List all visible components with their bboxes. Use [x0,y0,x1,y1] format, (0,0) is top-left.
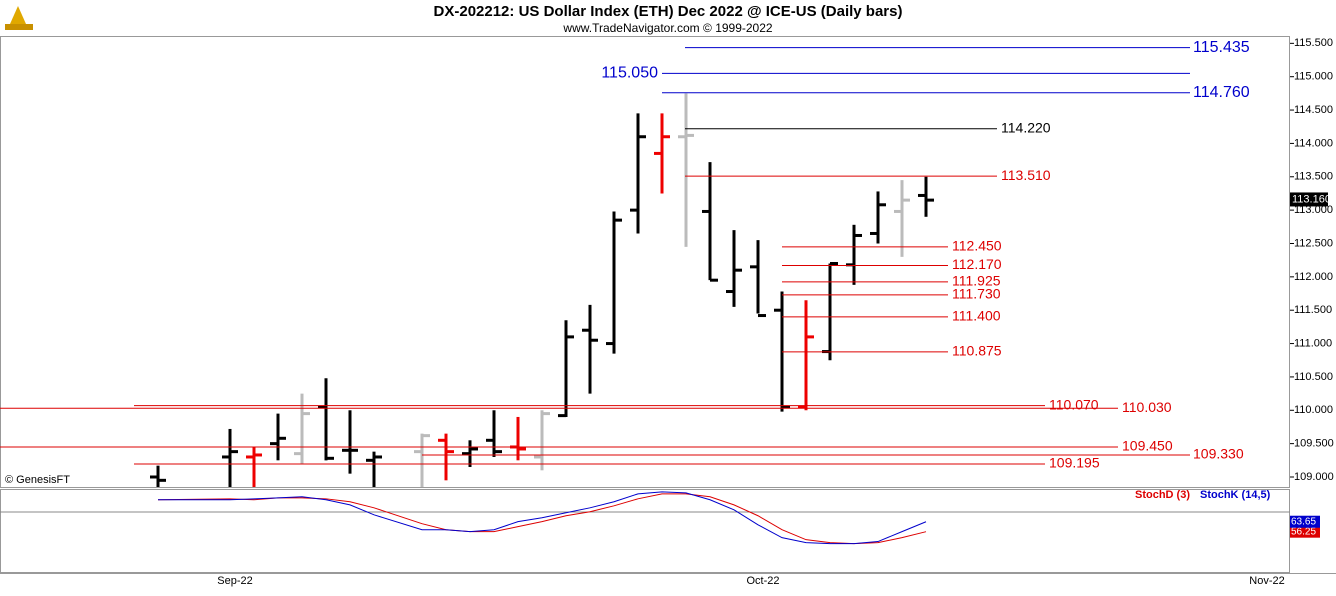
level-label: 109.330 [1193,446,1244,462]
copyright: © GenesisFT [5,474,70,486]
y-tick-label: 109.000 [1294,471,1334,483]
level-label: 112.450 [952,238,1002,254]
level-label: 110.030 [1122,399,1172,415]
stoch-last-box [1290,515,1320,528]
level-label: 111.925 [952,273,1001,289]
legend-entry: StochK (14,5) [1200,489,1271,501]
y-tick-label: 115.500 [1294,37,1333,49]
y-tick-label: 112.500 [1294,237,1333,249]
level-label: 115.435 [1193,39,1250,56]
stoch-last-box [1290,525,1320,538]
x-tick-label: Sep-22 [217,575,252,587]
legend-entry: StochD (3) [1135,489,1190,501]
level-label: 111.400 [952,308,1001,324]
y-tick-label: 109.500 [1294,438,1334,450]
level-label: 109.195 [1049,455,1100,471]
chart-title: DX-202212: US Dollar Index (ETH) Dec 202… [434,3,903,20]
y-tick-label: 113.500 [1294,171,1333,183]
level-label: 111.730 [952,286,1001,302]
last-price-box [1290,192,1328,207]
chart-subtitle: www.TradeNavigator.com © 1999-2022 [562,21,772,35]
last-price-label: 113.160 [1292,193,1331,205]
y-tick-label: 113.000 [1294,204,1333,216]
logo [5,6,33,30]
level-label: 114.760 [1193,84,1250,101]
level-label: 110.875 [952,343,1002,359]
price-panel [0,36,1290,488]
level-label: 114.220 [1001,119,1051,135]
stoch-line [157,493,927,545]
y-tick-label: 114.000 [1294,137,1333,149]
x-tick-label: Nov-22 [1249,575,1284,587]
level-label: 109.450 [1122,438,1173,454]
y-tick-label: 111.000 [1294,337,1332,349]
y-tick-label: 112.000 [1294,271,1333,283]
x-tick-label: Oct-22 [746,575,779,587]
y-tick-label: 111.500 [1294,304,1332,316]
stoch-panel [0,489,1290,573]
level-label: 113.510 [1001,167,1051,183]
stoch-line [158,491,927,545]
y-tick-label: 110.000 [1294,404,1333,416]
level-label: 110.070 [1049,396,1099,412]
y-tick-label: 114.500 [1294,104,1333,116]
stoch-last-label: 63.65 [1291,516,1316,527]
stoch-plot [157,491,927,545]
stoch-last-label: 56.25 [1291,526,1316,537]
level-label: 112.170 [952,256,1002,272]
y-tick-label: 110.500 [1294,371,1333,383]
level-label: 115.050 [601,65,658,82]
y-tick-label: 115.000 [1294,71,1333,83]
